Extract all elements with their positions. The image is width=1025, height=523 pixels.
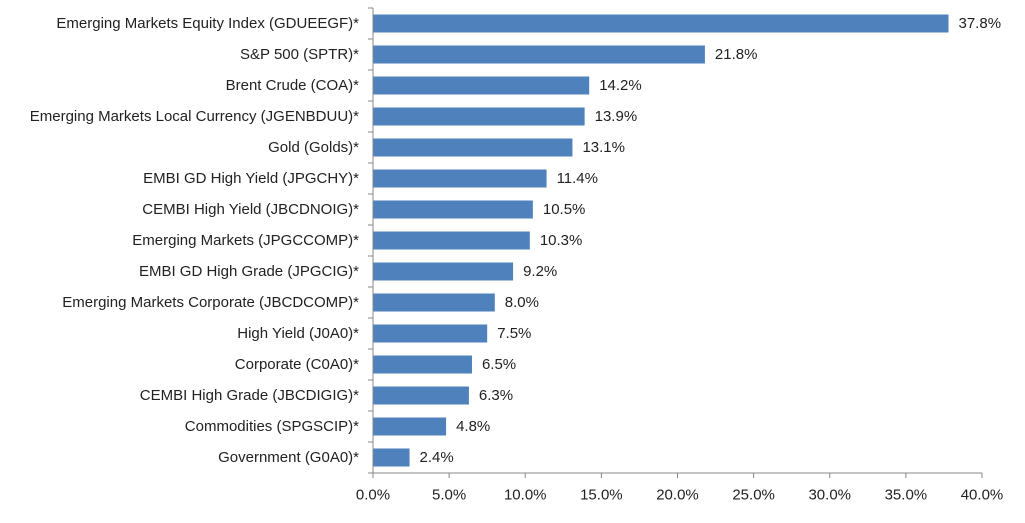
bar (373, 231, 530, 250)
category-label: CEMBI High Yield (JBCDNOIG)* (142, 201, 359, 218)
value-label: 8.0% (505, 294, 539, 311)
category-label: Government (G0A0)* (218, 449, 359, 466)
category-label: EMBI GD High Grade (JPGCIG)* (139, 263, 359, 280)
bar (373, 355, 472, 374)
value-label: 2.4% (420, 449, 454, 466)
x-tick-label: 25.0% (732, 487, 775, 504)
x-tick-label: 30.0% (808, 487, 851, 504)
x-tick-label: 10.0% (504, 487, 547, 504)
category-label: CEMBI High Grade (JBCDIGIG)* (140, 387, 359, 404)
value-label: 11.4% (557, 170, 598, 187)
category-label: Corporate (C0A0)* (235, 356, 359, 373)
value-labels: 37.8% 21.8% 14.2% 13.9% 13.1% 11.4% 10.5% 10.3%… (420, 15, 1002, 466)
category-label: Brent Crude (COA)* (226, 77, 360, 94)
bar (373, 324, 488, 343)
bar (373, 14, 949, 33)
value-label: 6.5% (482, 356, 516, 373)
value-label: 13.1% (582, 139, 625, 156)
value-label: 9.2% (523, 263, 557, 280)
category-label: Emerging Markets (JPGCCOMP)* (132, 232, 359, 249)
bar (373, 386, 469, 405)
bar (373, 107, 585, 126)
x-tick-label: 35.0% (885, 487, 928, 504)
x-tick-label: 5.0% (432, 487, 466, 504)
bar (373, 169, 547, 188)
category-label: Commodities (SPGSCIP)* (185, 418, 359, 435)
value-label: 14.2% (599, 77, 642, 94)
category-label: Emerging Markets Equity Index (GDUEEGF)* (56, 15, 359, 32)
value-label: 4.8% (456, 418, 490, 435)
category-labels: Emerging Markets Equity Index (GDUEEGF)*… (30, 15, 359, 466)
bar (373, 76, 590, 95)
category-label: EMBI GD High Yield (JPGCHY)* (143, 170, 359, 187)
value-label: 21.8% (715, 46, 758, 63)
bar (373, 45, 705, 64)
value-label: 37.8% (959, 15, 1002, 32)
value-label: 13.9% (595, 108, 638, 125)
x-axis: 0.0% 5.0% 10.0% 15.0% 20.0% 25.0% 30.0% 35.0% 40… (356, 7, 1004, 504)
bar (373, 200, 533, 219)
value-label: 10.5% (543, 201, 586, 218)
category-label: Emerging Markets Local Currency (JGENBDU… (30, 108, 359, 125)
bar (373, 138, 573, 157)
bars-layer (373, 14, 949, 467)
x-tick-label: 40.0% (961, 487, 1004, 504)
bar (373, 293, 495, 312)
value-label: 6.3% (479, 387, 513, 404)
bar (373, 448, 410, 467)
category-label: Gold (Golds)* (268, 139, 359, 156)
category-label: S&P 500 (SPTR)* (240, 46, 359, 63)
x-tick-label: 0.0% (356, 487, 390, 504)
value-label: 7.5% (497, 325, 531, 342)
bar (373, 262, 514, 281)
x-tick-label: 15.0% (580, 487, 623, 504)
bar (373, 417, 447, 436)
category-label: High Yield (J0A0)* (237, 325, 359, 342)
x-tick-label: 20.0% (656, 487, 699, 504)
category-label: Emerging Markets Corporate (JBCDCOMP)* (62, 294, 359, 311)
value-label: 10.3% (540, 232, 583, 249)
